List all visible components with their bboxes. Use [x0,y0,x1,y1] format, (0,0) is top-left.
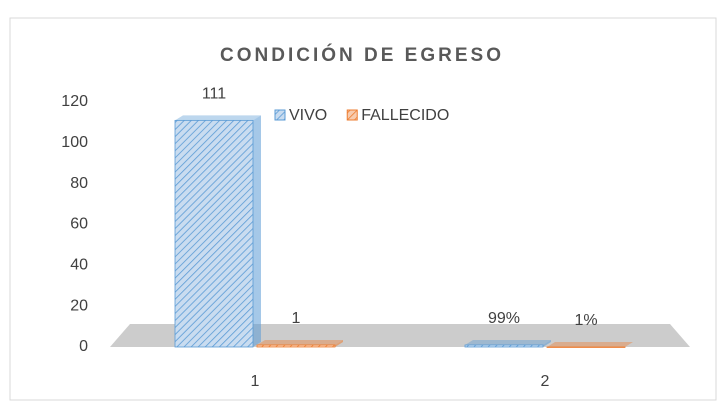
data-label: 111 [202,86,226,103]
legend-label: FALLECIDO [361,107,449,124]
bar [546,346,626,348]
bar-top [175,115,261,121]
data-label: 1 [292,310,301,327]
data-label: 1% [574,312,597,329]
y-tick-label: 60 [70,216,88,233]
legend-swatch [346,109,358,121]
bar-side [335,339,343,347]
y-tick-label: 40 [70,257,88,274]
y-tick-label: 120 [61,93,88,110]
bar-side [625,341,633,347]
bar-side [253,115,261,347]
legend-swatch [274,109,286,121]
legend-label: VIVO [289,107,327,124]
x-tick-label: 1 [251,373,260,390]
bar-top [465,339,551,345]
chart-title: CONDICIÓN DE EGRESO [220,44,504,66]
bar [464,344,544,348]
bar [256,344,336,348]
y-tick-label: 100 [61,134,88,151]
bar [174,119,254,348]
y-tick-label: 80 [70,175,88,192]
bar-side [543,339,551,347]
data-label: 99% [488,310,520,327]
bar-top [547,341,633,347]
y-tick-label: 20 [70,297,88,314]
y-tick-label: 0 [79,338,88,355]
x-tick-label: 2 [541,373,550,390]
bar-top [257,339,343,345]
